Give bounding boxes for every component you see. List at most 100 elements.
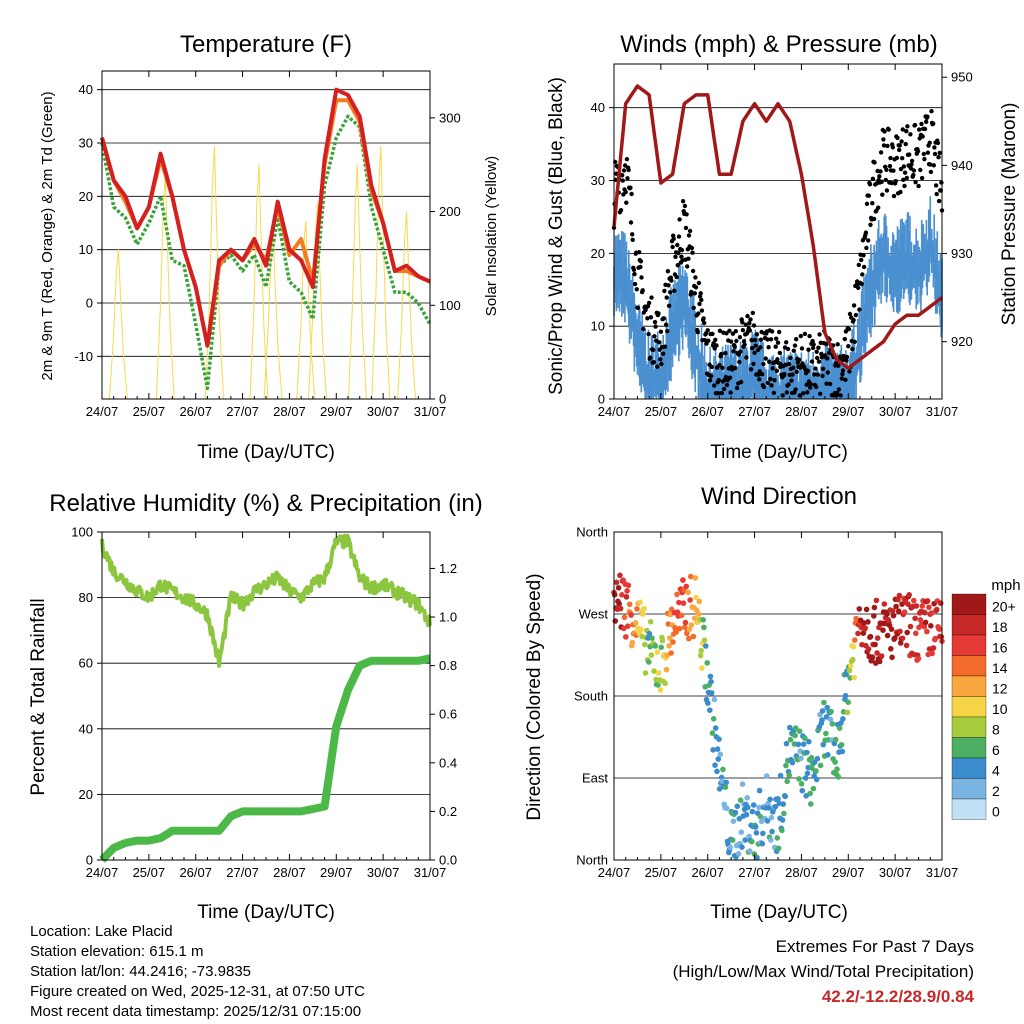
legend-label: 16: [992, 640, 1008, 656]
gust-point: [773, 344, 778, 349]
legend-swatch: [951, 614, 987, 636]
gust-point: [774, 368, 779, 373]
direction-xlabel: Time (Day/UTC): [710, 902, 848, 923]
direction-point: [715, 756, 722, 762]
direction-point: [705, 700, 711, 706]
direction-point: [624, 588, 630, 594]
gust-point: [870, 176, 876, 181]
gust-point: [659, 361, 664, 367]
direction-point: [924, 598, 931, 604]
gust-point: [641, 326, 646, 332]
direction-point: [800, 741, 807, 747]
direction-point: [613, 579, 620, 586]
direction-point: [617, 605, 624, 612]
direction-point: [752, 824, 759, 830]
direction-point: [792, 732, 798, 739]
gust-point: [743, 322, 748, 327]
direction-point: [789, 759, 796, 766]
direction-point: [682, 619, 689, 626]
pressure-series: [612, 84, 944, 370]
direction-point: [912, 615, 918, 622]
gust-point: [784, 390, 789, 395]
rain-rtick-label: 0.4: [439, 755, 457, 770]
direction-point: [766, 805, 772, 811]
wind-ytick-label: 10: [591, 319, 605, 334]
gust-point: [813, 384, 819, 390]
gust-point: [653, 324, 658, 329]
gust-point: [777, 329, 782, 335]
solar-spike: [108, 249, 128, 400]
direction-point: [775, 845, 782, 852]
gust-point: [766, 345, 771, 350]
gust-point: [727, 328, 732, 333]
direction-point: [836, 725, 843, 731]
direction-point: [735, 850, 742, 857]
gust-point: [738, 379, 744, 385]
rh-ytick-label: 20: [79, 787, 93, 802]
legend-swatch: [951, 675, 987, 697]
gust-point: [771, 390, 777, 396]
gust-point: [673, 254, 678, 259]
direction-point: [913, 630, 919, 637]
direction-point: [878, 653, 885, 659]
gust-point: [663, 322, 669, 327]
gust-point: [839, 376, 844, 381]
direction-point: [710, 716, 717, 722]
gust-point: [754, 332, 760, 337]
gust-point: [825, 370, 830, 375]
legend-swatch: [951, 778, 987, 800]
gust-point: [884, 167, 889, 172]
gust-point: [908, 132, 913, 137]
gust-point: [652, 319, 658, 325]
direction-point: [817, 762, 824, 769]
gust-point: [881, 143, 887, 148]
direction-point: [701, 624, 707, 631]
gust-point: [768, 376, 773, 382]
direction-point: [795, 741, 802, 748]
relative-humidity-series: [100, 533, 432, 668]
gust-point: [864, 201, 870, 206]
gust-point: [791, 365, 796, 370]
temp-solar-rtick-label: 0: [439, 392, 446, 407]
gust-point: [618, 208, 624, 213]
gust-point: [920, 134, 925, 139]
gust-point: [842, 336, 847, 342]
gust-point: [763, 356, 768, 361]
gust-point: [907, 152, 912, 157]
direction-point: [734, 803, 741, 810]
gust-point: [879, 179, 884, 184]
gust-point: [902, 170, 908, 175]
gust-point: [626, 167, 631, 173]
gust-point: [792, 343, 798, 348]
solar-spike: [397, 211, 417, 400]
gust-point: [840, 372, 845, 377]
solar-spike: [371, 145, 391, 400]
gust-point: [628, 185, 633, 190]
gust-point: [871, 216, 877, 222]
gust-point: [816, 359, 822, 364]
gust-point: [753, 343, 758, 348]
gust-point: [881, 137, 886, 142]
gust-point: [886, 127, 891, 132]
direction-point: [757, 813, 764, 820]
direction-point: [768, 814, 775, 821]
direction-point: [617, 572, 623, 579]
solar-spike: [347, 164, 367, 400]
direction-point: [928, 623, 934, 629]
direction-point: [625, 582, 632, 589]
gust-point: [740, 328, 746, 333]
gust-point: [684, 212, 689, 217]
gust-point: [761, 384, 767, 390]
direction-point: [691, 615, 698, 621]
legend-swatch: [951, 798, 987, 820]
gust-point: [692, 291, 697, 296]
gust-point: [857, 307, 862, 312]
gust-point: [707, 378, 713, 383]
direction-point: [693, 594, 699, 601]
gust-point: [747, 328, 753, 333]
gust-point: [733, 329, 738, 334]
gust-point: [689, 289, 694, 295]
rh-ytick-label: 0: [86, 853, 93, 868]
direction-point: [782, 793, 788, 800]
gust-point: [931, 163, 936, 168]
